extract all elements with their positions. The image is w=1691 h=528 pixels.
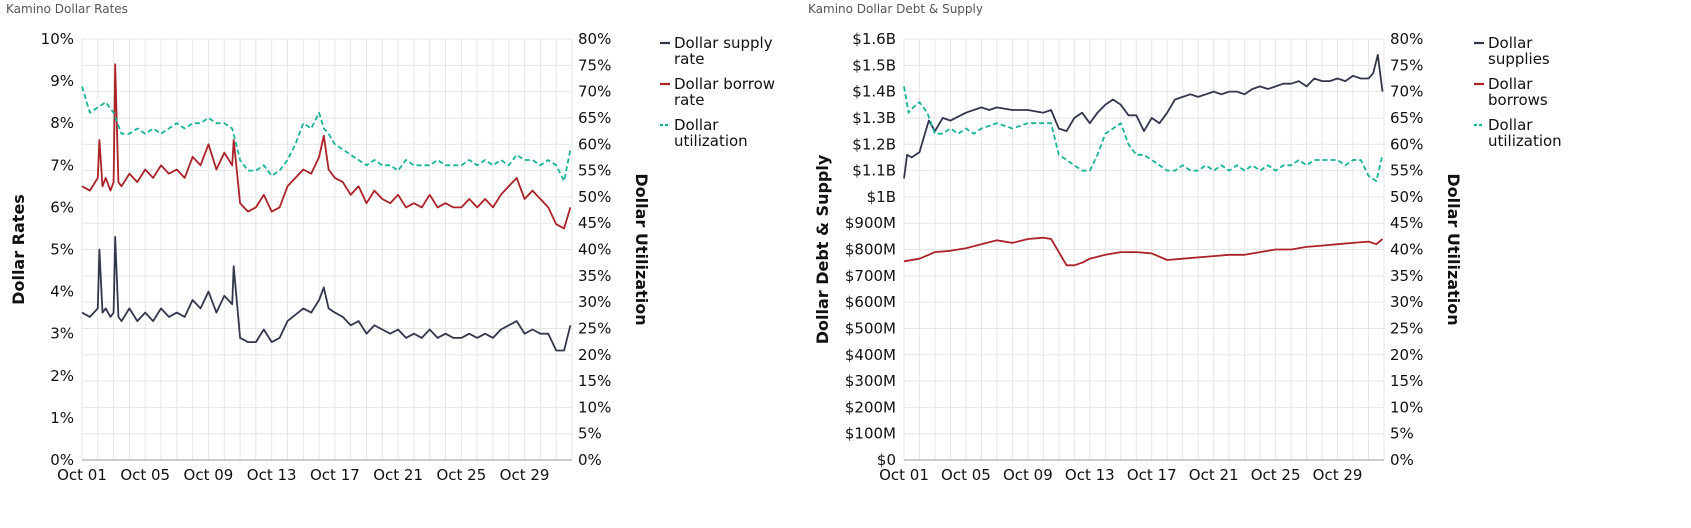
- y2-tick-label: 0%: [1390, 451, 1414, 469]
- y2-tick-label: 30%: [578, 293, 611, 311]
- y2-tick-label: 10%: [578, 398, 611, 416]
- y-tick-label: 0%: [50, 451, 74, 469]
- chart-1: 0% 1% 2% 3% 4% 5% 6% 7% 8% 9% 10% 0% 5% 10% 15% 20% 25% 3…: [9, 30, 775, 484]
- y2-tick-label: 40%: [1390, 241, 1423, 259]
- y-tick-label: $900M: [845, 214, 896, 232]
- y2-tick-label: 60%: [578, 135, 611, 153]
- chart-2-title: Kamino Dollar Debt & Supply: [808, 2, 983, 16]
- x-tick-label: Oct 05: [941, 466, 991, 484]
- y-tick-label: $500M: [845, 319, 896, 337]
- y-tick-label: $400M: [845, 346, 896, 364]
- y2-tick-label: 20%: [578, 346, 611, 364]
- y-tick-label: 8%: [50, 114, 74, 132]
- y-tick-label: $100M: [845, 425, 896, 443]
- legend-label-2: Dollar borrows: [1488, 75, 1548, 109]
- x-tick-label: Oct 13: [1065, 466, 1115, 484]
- y2-tick-label: 55%: [1390, 162, 1423, 180]
- y-tick-label: $1.3B: [852, 109, 896, 127]
- y2-tick-label: 70%: [578, 83, 611, 101]
- y2-tick-label: 0%: [578, 451, 602, 469]
- x-tick-label: Oct 25: [1251, 466, 1301, 484]
- y2-tick-label: 80%: [1390, 30, 1423, 48]
- y-tick-label: 9%: [50, 72, 74, 90]
- y-tick-label: 5%: [50, 241, 74, 259]
- y-tick-label: $1B: [867, 188, 896, 206]
- series-line-2: [81, 63, 572, 230]
- y2-tick-label: 40%: [578, 241, 611, 259]
- y2-tick-label: 30%: [1390, 293, 1423, 311]
- y2-tick-label: 20%: [1390, 346, 1423, 364]
- y2-tick-label: 45%: [1390, 214, 1423, 232]
- y2-tick-label: 10%: [1390, 398, 1423, 416]
- y2-tick-label: 70%: [1390, 83, 1423, 101]
- x-tick-label: Oct 17: [1127, 466, 1177, 484]
- x-tick-label: Oct 13: [247, 466, 297, 484]
- y-tick-label: $1.6B: [852, 30, 896, 48]
- chart-2: $0 $100M $200M $300M $400M $500M $600M $700M $80…: [813, 30, 1562, 484]
- y2-tick-label: 75%: [1390, 56, 1423, 74]
- y2-tick-label: 55%: [578, 162, 611, 180]
- y-tick-label: $0: [877, 451, 896, 469]
- series-line-1: [81, 235, 572, 352]
- y-tick-label: 3%: [50, 325, 74, 343]
- x-tick-label: Oct 09: [184, 466, 234, 484]
- x-tick-label: Oct 29: [1313, 466, 1363, 484]
- x-tick-label: Oct 21: [373, 466, 423, 484]
- y-tick-label: $1.1B: [852, 162, 896, 180]
- y2-tick-label: 5%: [578, 425, 602, 443]
- y2-axis-title: Dollar Utilization: [1444, 173, 1463, 325]
- y-tick-label: $200M: [845, 398, 896, 416]
- y-tick-label: 4%: [50, 283, 74, 301]
- y-tick-label: 7%: [50, 156, 74, 174]
- series-line-3: [81, 86, 572, 183]
- y-tick-label: $800M: [845, 241, 896, 259]
- y-tick-label: 10%: [41, 30, 74, 48]
- series-line-1: [903, 53, 1384, 179]
- x-tick-label: Oct 09: [1003, 466, 1053, 484]
- y2-tick-label: 45%: [578, 214, 611, 232]
- y2-tick-label: 50%: [1390, 188, 1423, 206]
- y2-tick-label: 75%: [578, 56, 611, 74]
- y-tick-label: $1.5B: [852, 56, 896, 74]
- legend-label-1: Dollar supply rate: [674, 34, 773, 68]
- y-tick-label: $700M: [845, 267, 896, 285]
- y-tick-label: 2%: [50, 367, 74, 385]
- y-axis-title: Dollar Rates: [9, 194, 28, 305]
- x-tick-label: Oct 21: [1189, 466, 1239, 484]
- x-tick-label: Oct 29: [500, 466, 550, 484]
- y2-axis-title: Dollar Utilization: [632, 173, 651, 325]
- series-line-2: [903, 236, 1384, 267]
- y2-tick-label: 50%: [578, 188, 611, 206]
- x-tick-label: Oct 01: [57, 466, 107, 484]
- y-tick-label: $1.2B: [852, 135, 896, 153]
- y-tick-label: $300M: [845, 372, 896, 390]
- y2-tick-label: 65%: [578, 109, 611, 127]
- y2-tick-label: 5%: [1390, 425, 1414, 443]
- x-tick-label: Oct 17: [310, 466, 360, 484]
- y2-tick-label: 25%: [1390, 319, 1423, 337]
- y-tick-label: $1.4B: [852, 83, 896, 101]
- y-tick-label: $600M: [845, 293, 896, 311]
- x-tick-label: Oct 25: [436, 466, 486, 484]
- y2-tick-label: 15%: [1390, 372, 1423, 390]
- x-tick-label: Oct 01: [879, 466, 929, 484]
- y-tick-label: 1%: [50, 409, 74, 427]
- x-tick-label: Oct 05: [120, 466, 170, 484]
- y2-tick-label: 80%: [578, 30, 611, 48]
- y2-tick-label: 15%: [578, 372, 611, 390]
- y2-tick-label: 35%: [578, 267, 611, 285]
- y-axis-title: Dollar Debt & Supply: [813, 154, 832, 344]
- legend-label-3: Dollar utilization: [674, 116, 748, 150]
- legend-label-3: Dollar utilization: [1488, 116, 1562, 150]
- y2-tick-label: 35%: [1390, 267, 1423, 285]
- series-line-3: [903, 86, 1384, 183]
- y2-tick-label: 60%: [1390, 135, 1423, 153]
- y2-tick-label: 25%: [578, 319, 611, 337]
- y2-tick-label: 65%: [1390, 109, 1423, 127]
- legend-label-1: Dollar supplies: [1488, 34, 1550, 68]
- y-tick-label: 6%: [50, 198, 74, 216]
- chart-1-title: Kamino Dollar Rates: [6, 2, 128, 16]
- legend-label-2: Dollar borrow rate: [674, 75, 775, 109]
